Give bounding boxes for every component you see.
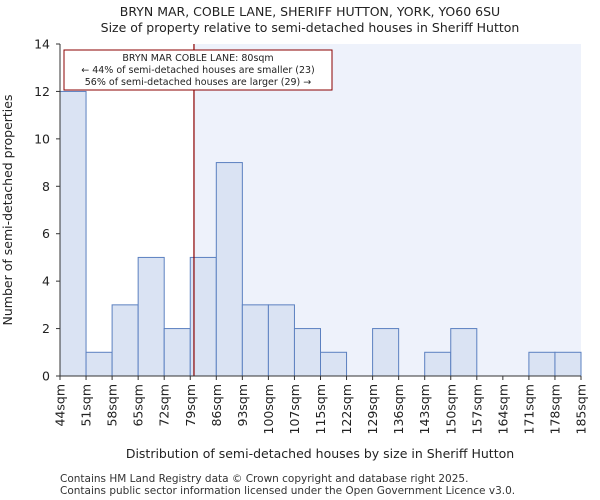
annotation-title: BRYN MAR COBLE LANE: 80sqm	[122, 53, 273, 64]
y-axis: 0 2 4 6 8 10 12 14	[34, 37, 60, 384]
x-tick-label: 171sqm	[521, 384, 536, 434]
x-axis: 44sqm 51sqm 58sqm 65sqm 72sqm 79sqm 86sqm 93sqm…	[53, 376, 589, 434]
chart-title-line1: BRYN MAR, COBLE LANE, SHERIFF HUTTON, YO…	[120, 4, 500, 19]
x-tick-label: 65sqm	[131, 384, 146, 427]
x-tick-label: 72sqm	[157, 384, 172, 427]
y-tick-label: 6	[42, 226, 50, 241]
chart-title-line2: Size of property relative to semi-detach…	[101, 20, 520, 35]
x-tick-label: 164sqm	[495, 384, 510, 434]
x-tick-label: 157sqm	[469, 384, 484, 434]
y-tick-label: 4	[42, 274, 50, 289]
bar-115sqm	[320, 351, 348, 377]
bar-65sqm	[137, 256, 165, 377]
y-tick-label: 0	[42, 369, 50, 384]
annotation-frame	[63, 49, 333, 91]
bar-150sqm	[450, 328, 478, 377]
bars	[59, 90, 582, 377]
x-tick-label: 129sqm	[365, 384, 380, 434]
x-tick-label: 100sqm	[261, 384, 276, 434]
y-tick-label: 10	[34, 131, 50, 146]
x-tick-label: 44sqm	[53, 384, 68, 427]
bar-178sqm	[554, 351, 582, 377]
x-tick-label: 150sqm	[443, 384, 458, 434]
footer-line2: Contains public sector information licen…	[60, 485, 515, 497]
bar-93sqm	[241, 304, 269, 377]
bar-86sqm	[215, 162, 243, 377]
annotation-larger: 56% of semi-detached houses are larger (…	[85, 77, 312, 88]
y-tick-label: 14	[34, 37, 50, 52]
x-tick-label: 122sqm	[339, 384, 354, 434]
x-tick-label: 107sqm	[287, 384, 302, 434]
bar-107sqm	[293, 328, 322, 377]
x-axis-label: Distribution of semi-detached houses by …	[126, 446, 514, 461]
x-tick-label: 86sqm	[209, 384, 224, 427]
bar-129sqm	[372, 328, 400, 377]
annotation-smaller: ← 44% of semi-detached houses are smalle…	[81, 65, 315, 76]
bar-44sqm	[59, 90, 87, 377]
x-tick-label: 115sqm	[313, 384, 328, 434]
x-tick-label: 136sqm	[391, 384, 406, 434]
x-tick-label: 185sqm	[574, 384, 589, 434]
bar-143sqm	[424, 351, 452, 377]
annotation-box: BRYN MAR COBLE LANE: 80sqm ← 44% of semi…	[63, 49, 333, 91]
y-tick-label: 2	[42, 321, 50, 336]
bar-72sqm	[163, 328, 191, 377]
bar-171sqm	[528, 351, 556, 377]
x-tick-label: 93sqm	[235, 384, 250, 427]
x-tick-label: 51sqm	[79, 384, 94, 427]
bar-58sqm	[111, 304, 139, 377]
bar-100sqm	[267, 304, 295, 377]
x-tick-label: 143sqm	[417, 384, 432, 434]
y-axis-label: Number of semi-detached properties	[0, 95, 15, 326]
x-tick-label: 178sqm	[547, 384, 562, 434]
x-tick-label: 79sqm	[183, 384, 198, 427]
footer-line1: Contains HM Land Registry data © Crown c…	[60, 473, 468, 485]
y-tick-label: 12	[34, 84, 50, 99]
y-tick-label: 8	[42, 179, 50, 194]
bar-79sqm	[189, 256, 217, 377]
x-tick-label: 58sqm	[105, 384, 120, 427]
bar-51sqm	[85, 351, 113, 377]
